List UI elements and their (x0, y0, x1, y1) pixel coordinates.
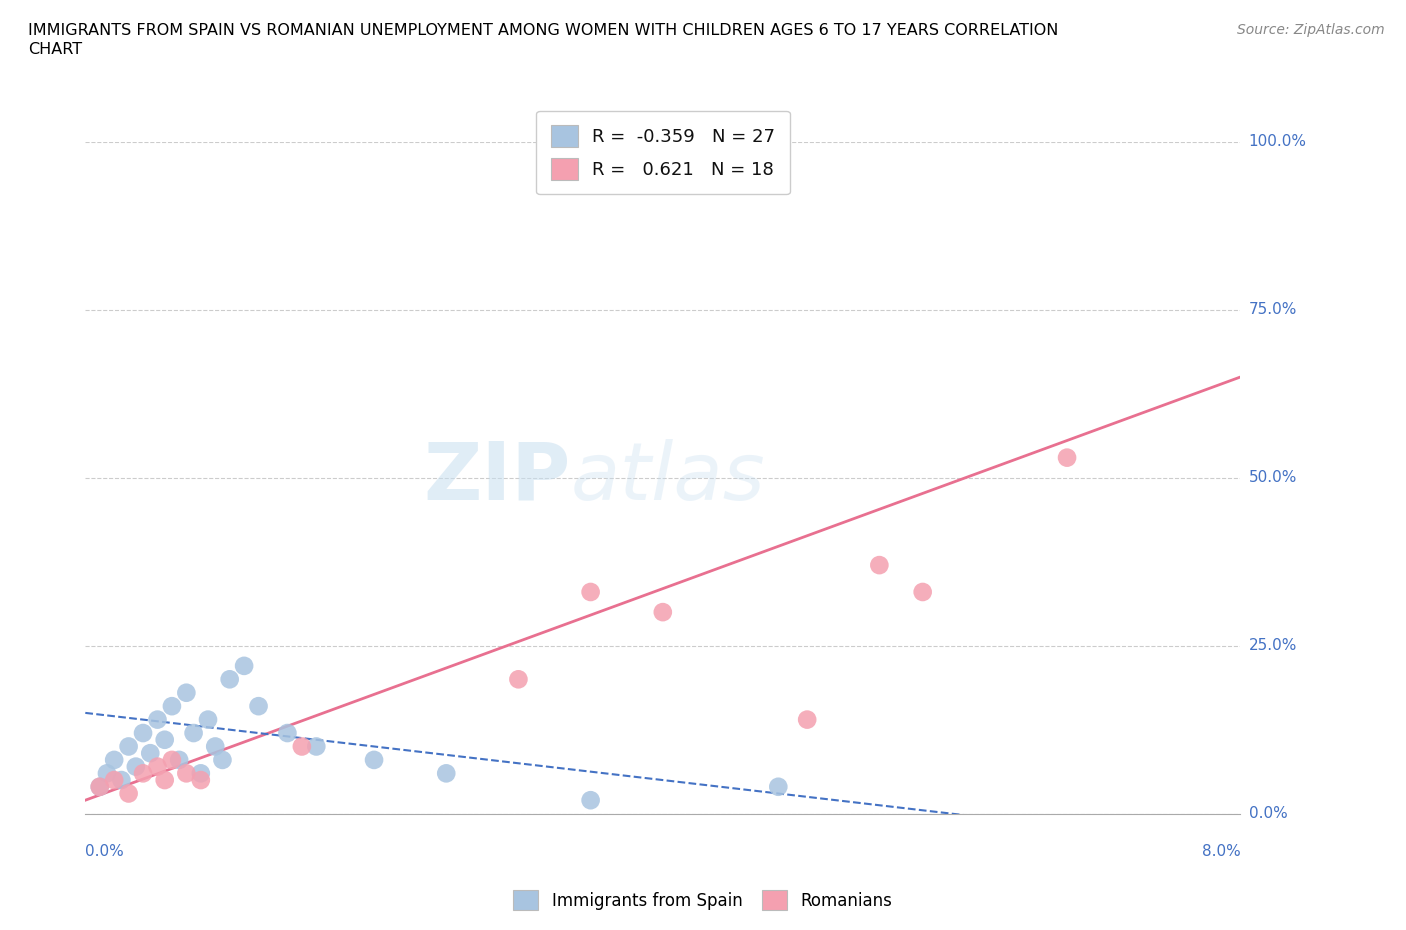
Text: atlas: atlas (571, 439, 765, 517)
Text: 50.0%: 50.0% (1249, 471, 1296, 485)
Point (139, 746, 162, 761)
Point (132, 725, 155, 740)
Text: ZIP: ZIP (423, 439, 571, 517)
Point (146, 759, 169, 774)
Point (132, 766, 155, 781)
Point (218, 671, 240, 686)
Point (125, 759, 148, 774)
Text: 8.0%: 8.0% (1202, 844, 1240, 859)
Point (651, 604, 673, 619)
Legend: Immigrants from Spain, Romanians: Immigrants from Spain, Romanians (506, 884, 900, 917)
Point (579, 585, 602, 600)
Text: 25.0%: 25.0% (1249, 638, 1296, 653)
Point (768, 779, 790, 794)
Point (363, 752, 385, 767)
Point (868, 558, 890, 573)
Point (291, 739, 314, 754)
Point (204, 739, 226, 754)
Point (153, 732, 176, 747)
Point (89, 779, 111, 794)
Point (276, 725, 298, 740)
Point (89, 779, 111, 794)
Legend: R =  -0.359   N = 27, R =   0.621   N = 18: R = -0.359 N = 27, R = 0.621 N = 18 (536, 111, 790, 194)
Point (247, 698, 270, 713)
Point (233, 658, 256, 673)
Text: 100.0%: 100.0% (1249, 135, 1306, 150)
Point (146, 712, 169, 727)
Point (211, 752, 233, 767)
Point (190, 766, 212, 781)
Point (160, 698, 183, 713)
Point (96, 766, 118, 781)
Point (579, 792, 602, 807)
Text: 75.0%: 75.0% (1249, 302, 1296, 317)
Text: CHART: CHART (28, 42, 82, 57)
Point (153, 773, 176, 788)
Point (176, 766, 198, 781)
Point (103, 752, 125, 767)
Point (117, 739, 139, 754)
Point (796, 712, 818, 727)
Text: 0.0%: 0.0% (1249, 806, 1288, 821)
Point (183, 725, 205, 740)
Point (197, 712, 219, 727)
Point (724, 135, 747, 150)
Point (1056, 450, 1078, 465)
Text: 0.0%: 0.0% (86, 844, 124, 859)
Point (103, 773, 125, 788)
Point (434, 766, 457, 781)
Text: IMMIGRANTS FROM SPAIN VS ROMANIAN UNEMPLOYMENT AMONG WOMEN WITH CHILDREN AGES 6 : IMMIGRANTS FROM SPAIN VS ROMANIAN UNEMPL… (28, 23, 1059, 38)
Point (160, 752, 183, 767)
Point (305, 739, 328, 754)
Point (911, 585, 934, 600)
Point (190, 773, 212, 788)
Point (176, 685, 198, 700)
Text: Source: ZipAtlas.com: Source: ZipAtlas.com (1237, 23, 1385, 37)
Point (117, 786, 139, 801)
Point (167, 752, 190, 767)
Point (110, 773, 132, 788)
Point (508, 671, 530, 686)
